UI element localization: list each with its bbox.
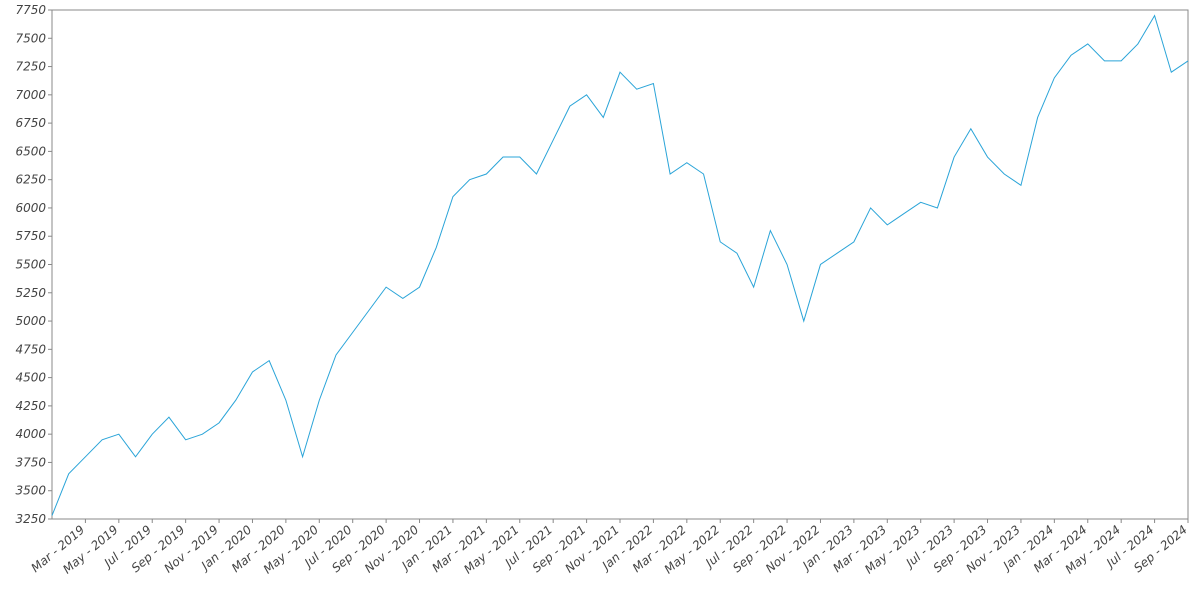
- y-tick-label: 4500: [15, 371, 46, 385]
- y-tick-label: 7750: [15, 3, 46, 17]
- y-tick-label: 7500: [15, 31, 46, 45]
- y-tick-label: 5000: [15, 314, 46, 328]
- y-tick-label: 5500: [15, 258, 46, 272]
- y-tick-label: 7250: [15, 60, 46, 74]
- plot-frame: [51, 9, 1189, 520]
- y-tick-label: 4000: [15, 427, 46, 441]
- y-tick-label: 6750: [15, 116, 46, 130]
- y-tick-label: 4250: [15, 399, 46, 413]
- y-tick-label: 7000: [15, 88, 46, 102]
- y-tick-label: 3250: [15, 512, 46, 526]
- data-line: [51, 14, 1189, 516]
- y-tick-label: 3750: [15, 455, 46, 469]
- y-tick-label: 6250: [15, 173, 46, 187]
- y-tick-label: 6500: [15, 144, 46, 158]
- y-tick-label: 3500: [15, 484, 46, 498]
- y-tick-label: 4750: [15, 342, 46, 356]
- y-tick-label: 5750: [15, 229, 46, 243]
- y-tick-label: 5250: [15, 286, 46, 300]
- y-tick-label: 6000: [15, 201, 46, 215]
